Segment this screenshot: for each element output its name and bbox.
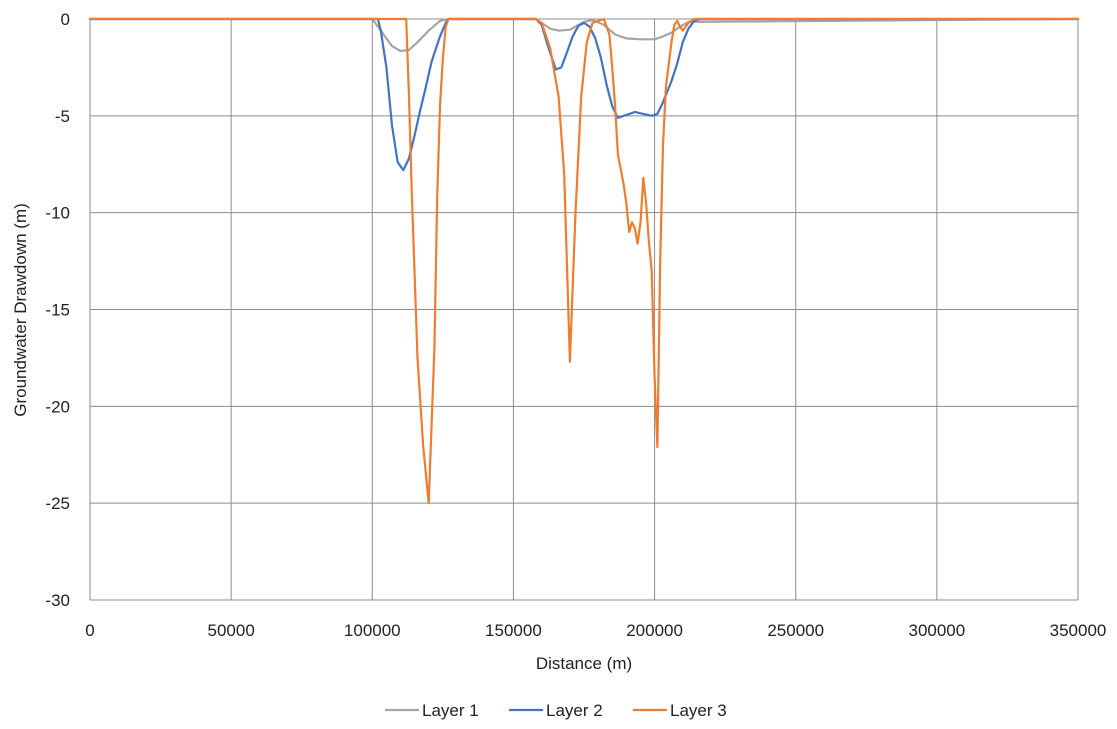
x-tick-label: 50000 xyxy=(208,621,255,640)
x-tick-label: 300000 xyxy=(908,621,965,640)
legend: Layer 1 Layer 2 Layer 3 xyxy=(385,701,727,720)
x-axis-title: Distance (m) xyxy=(536,654,632,673)
y-tick-label: -30 xyxy=(45,591,70,610)
x-tick-label: 150000 xyxy=(485,621,542,640)
x-tick-labels: 0 50000 100000 150000 200000 250000 300000 3500… xyxy=(85,621,1106,640)
series-lines xyxy=(88,17,1080,505)
y-tick-label: 0 xyxy=(61,10,70,29)
y-tick-labels: 0 -5 -10 -15 -20 -25 -30 xyxy=(45,10,70,610)
y-axis-title: Groundwater Drawdown (m) xyxy=(11,203,30,417)
legend-label: Layer 3 xyxy=(670,701,727,720)
y-tick-label: -15 xyxy=(45,301,70,320)
x-tick-label: 250000 xyxy=(767,621,824,640)
series-line-layer-2 xyxy=(88,17,1080,172)
legend-label: Layer 2 xyxy=(546,701,603,720)
x-tick-label: 100000 xyxy=(344,621,401,640)
y-tick-label: -25 xyxy=(45,494,70,513)
series-line-layer-3 xyxy=(88,17,1080,505)
x-tick-label: 0 xyxy=(85,621,94,640)
y-tick-label: -5 xyxy=(55,107,70,126)
x-tick-label: 200000 xyxy=(626,621,683,640)
y-tick-label: -10 xyxy=(45,204,70,223)
legend-label: Layer 1 xyxy=(422,701,479,720)
y-tick-label: -20 xyxy=(45,397,70,416)
series-line-layer-1 xyxy=(88,17,1080,53)
x-tick-label: 350000 xyxy=(1050,621,1107,640)
